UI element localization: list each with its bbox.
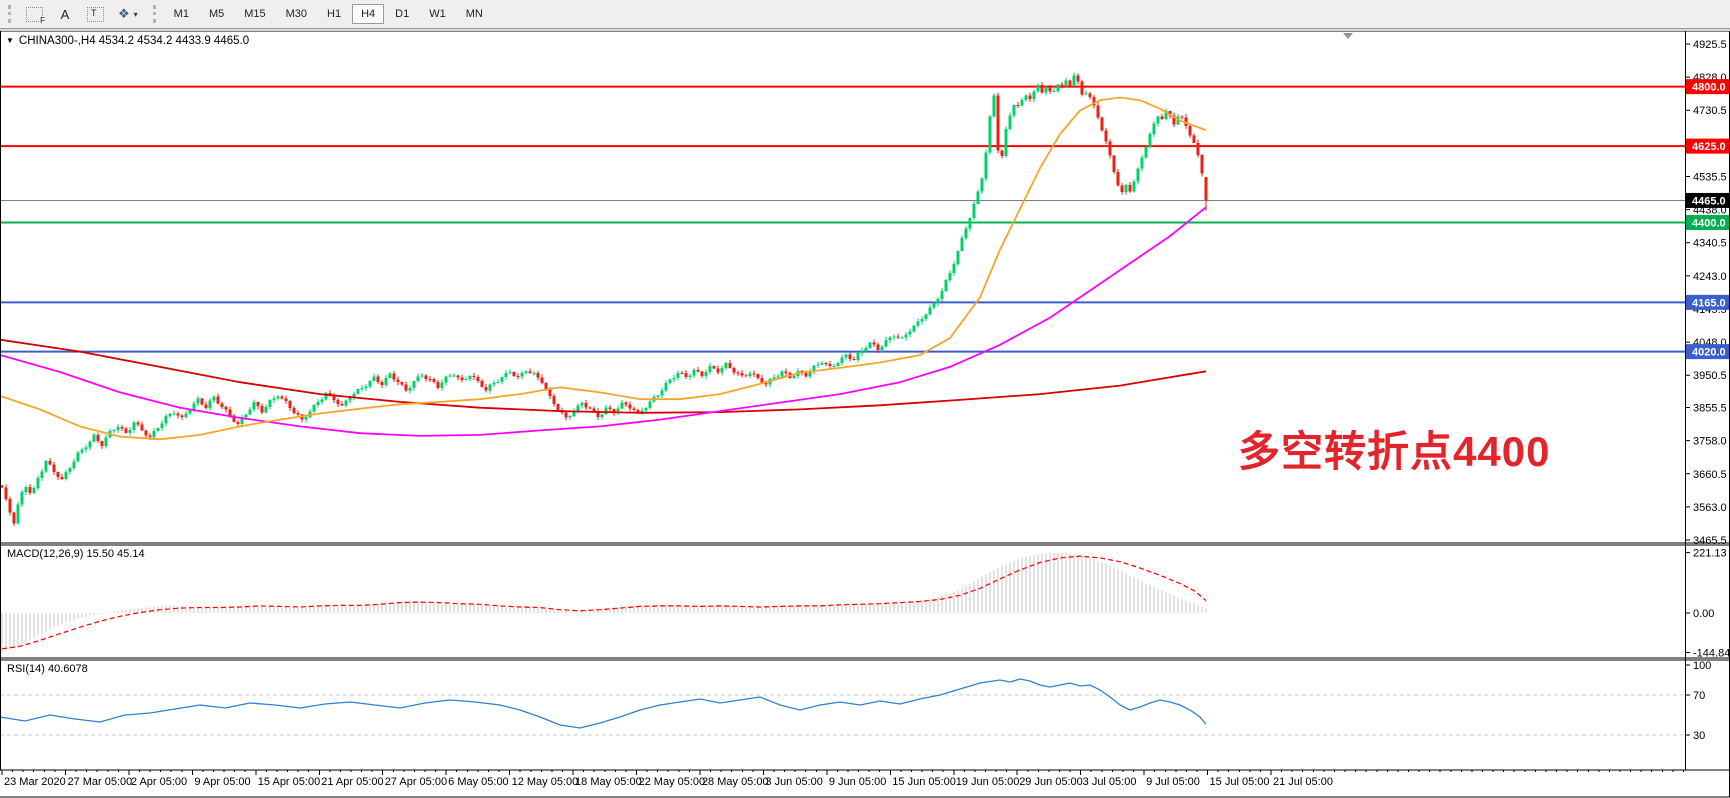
svg-text:100: 100: [1693, 660, 1711, 672]
svg-text:3660.5: 3660.5: [1693, 469, 1727, 481]
svg-text:4243.0: 4243.0: [1693, 271, 1727, 283]
time-axis-label: 23 Mar 2020: [4, 776, 66, 788]
svg-text:0.00: 0.00: [1693, 608, 1714, 620]
svg-text:4400.0: 4400.0: [1692, 218, 1726, 230]
scroll-marker-icon: [1343, 33, 1353, 39]
timeframe-button-w1[interactable]: W1: [420, 4, 455, 24]
svg-text:4625.0: 4625.0: [1692, 141, 1726, 153]
timeframe-button-mn[interactable]: MN: [457, 4, 492, 24]
time-axis-label: 15 Jul 05:00: [1209, 776, 1270, 788]
toolbar-grip[interactable]: [8, 5, 11, 23]
text-label-icon: T: [87, 6, 104, 22]
ma-mid: [0, 206, 1207, 437]
timeframe-button-m30[interactable]: M30: [277, 4, 316, 24]
macd-panel: [1, 552, 1207, 653]
svg-text:4465.0: 4465.0: [1692, 195, 1726, 207]
chart-annotation-text: 多空转折点4400: [1238, 428, 1551, 475]
timeframe-button-d1[interactable]: D1: [386, 4, 418, 24]
svg-text:3855.5: 3855.5: [1693, 403, 1727, 415]
rsi-line: [0, 678, 1207, 729]
arrows-tool-button[interactable]: ❖ ▾: [111, 2, 145, 26]
macd-signal-line: [1, 555, 1207, 650]
svg-text:4800.0: 4800.0: [1692, 82, 1726, 94]
time-axis-label: 27 Mar 05:00: [67, 776, 133, 788]
rsi-panel: [0, 678, 1685, 736]
svg-text:4340.5: 4340.5: [1693, 238, 1727, 250]
time-axis-label: 28 May 05:00: [701, 776, 769, 788]
time-axis[interactable]: 23 Mar 2020 27 Mar 05:00 2 Apr 05:00 9 Apr …: [0, 770, 1685, 798]
svg-text:-144.84: -144.84: [1693, 648, 1730, 660]
fibo-grid-icon: F: [26, 6, 45, 25]
toolbar-grip[interactable]: [152, 5, 156, 23]
time-axis-label: 9 Jul 05:00: [1146, 776, 1200, 788]
svg-text:4020.0: 4020.0: [1692, 347, 1726, 359]
svg-text:30: 30: [1693, 730, 1705, 742]
svg-text:4535.5: 4535.5: [1693, 171, 1727, 183]
time-axis-label: 9 Apr 05:00: [194, 776, 251, 788]
svg-text:3465.5: 3465.5: [1693, 535, 1727, 547]
time-axis-label: 19 Jun 05:00: [955, 776, 1020, 788]
price-axis[interactable]: 4925.54828.04730.54535.54438.04340.54243…: [1685, 39, 1730, 742]
candles-layer: [0, 72, 1208, 526]
time-axis-label: 27 Apr 05:00: [384, 776, 448, 788]
time-axis-ticks: [1, 770, 1684, 775]
toolbar: F A T ❖ ▾ M1 M5 M15 M30 H1 H4 D1 W1 MN: [0, 0, 1730, 29]
arrows-icon: ❖: [118, 6, 130, 21]
text-label-tool-button[interactable]: T: [80, 2, 111, 26]
moving-averages-layer: [0, 96, 1207, 441]
time-axis-label: 3 Jul 05:00: [1082, 776, 1137, 788]
chart-title: ▼ CHINA300-,H4 4534.2 4534.2 4433.9 4465.…: [6, 35, 249, 47]
text-tool-button[interactable]: A: [50, 2, 80, 26]
toolbar-divider: [0, 29, 1730, 31]
svg-text:4165.0: 4165.0: [1692, 297, 1726, 309]
svg-text:3950.5: 3950.5: [1693, 370, 1727, 382]
timeframe-button-h1[interactable]: H1: [318, 4, 350, 24]
time-axis-label: 22 May 05:00: [638, 776, 706, 788]
panel-borders: [0, 30, 1730, 798]
text-tool-icon: A: [60, 6, 70, 22]
time-axis-label: 6 May 05:00: [448, 776, 509, 788]
time-axis-label: 21 Jul 05:00: [1273, 776, 1333, 788]
svg-text:3563.0: 3563.0: [1693, 502, 1727, 514]
time-axis-label: 15 Apr 05:00: [257, 776, 321, 788]
timeframe-button-m1[interactable]: M1: [165, 4, 198, 24]
chevron-down-icon[interactable]: ▾: [133, 9, 138, 19]
timeframe-bar: M1 M5 M15 M30 H1 H4 D1 W1 MN: [164, 4, 493, 24]
symbol-ohlc-text: CHINA300-,H4 4534.2 4534.2 4433.9 4465.0: [18, 35, 250, 47]
timeframe-button-m5[interactable]: M5: [200, 4, 233, 24]
rsi-indicator-label: RSI(14) 40.6078: [7, 663, 88, 675]
fibo-grid-tool-button[interactable]: F: [19, 2, 50, 26]
ma-slow: [0, 338, 1207, 414]
timeframe-button-m15[interactable]: M15: [235, 4, 274, 24]
level-lines-layer: [0, 85, 1685, 353]
time-axis-label: 9 Jun 05:00: [828, 776, 887, 788]
svg-text:3758.0: 3758.0: [1693, 436, 1727, 448]
timeframe-button-h4[interactable]: H4: [352, 4, 385, 24]
svg-text:70: 70: [1693, 690, 1705, 702]
svg-text:4730.5: 4730.5: [1693, 105, 1727, 117]
time-axis-label: 18 May 05:00: [575, 776, 642, 788]
time-axis-label: 3 Jun 05:00: [765, 776, 823, 788]
symbol-dropdown-icon[interactable]: ▼: [6, 36, 14, 45]
svg-text:4925.5: 4925.5: [1693, 39, 1727, 51]
macd-indicator-label: MACD(12,26,9) 15.50 45.14: [7, 548, 145, 560]
time-axis-label: 12 May 05:00: [511, 776, 579, 788]
time-axis-label: 2 Apr 05:00: [130, 776, 188, 788]
svg-text:221.13: 221.13: [1693, 548, 1727, 560]
time-axis-label: 21 Apr 05:00: [321, 776, 384, 788]
time-axis-label: 15 Jun 05:00: [892, 776, 956, 788]
time-axis-label: 29 Jun 05:00: [1019, 776, 1083, 788]
ma-fast: [0, 96, 1207, 441]
